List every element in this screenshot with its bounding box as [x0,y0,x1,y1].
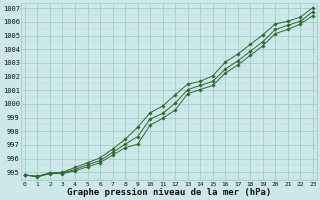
X-axis label: Graphe pression niveau de la mer (hPa): Graphe pression niveau de la mer (hPa) [67,188,271,197]
